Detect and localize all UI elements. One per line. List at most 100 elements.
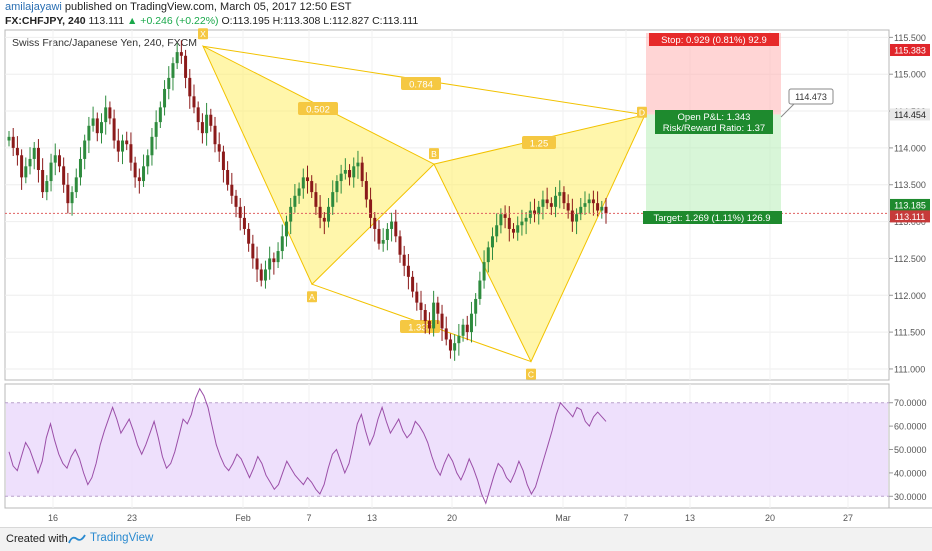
candle-body (163, 88, 167, 108)
rsi-tick-label: 50.0000 (894, 445, 927, 455)
candle-body (230, 184, 234, 196)
price-tick-label: 112.500 (894, 254, 926, 264)
candle-body (276, 251, 280, 263)
publish-text: published on TradingView.com, March 05, … (64, 1, 352, 13)
candle-body (104, 107, 108, 123)
candle-body (78, 158, 82, 178)
candle-body (116, 140, 120, 152)
candle-body (512, 228, 516, 233)
candle-body (280, 236, 284, 252)
candle-body (583, 203, 587, 207)
pattern-point-bg (307, 291, 317, 303)
price-tick-label: 111.000 (894, 364, 925, 374)
price-tick-label: 114.000 (894, 143, 926, 153)
candle-body (247, 228, 251, 244)
price-tick-label: 115.000 (894, 70, 926, 80)
stop-price-tag: 115.383 (894, 45, 926, 55)
candle-body (36, 147, 40, 170)
candle-body (95, 118, 99, 134)
candle-body (478, 280, 482, 299)
harmonic-pattern: 0.502 0.784 1.25 1.337 X A B C D (198, 28, 647, 380)
candle-body (196, 107, 200, 123)
tradingview-brand[interactable]: TradingView (90, 532, 154, 544)
pattern-point-b: B (431, 149, 437, 159)
candle-body (591, 199, 595, 204)
time-tick-label: 16 (48, 513, 58, 523)
candle-body (490, 236, 494, 248)
pattern-point-bg (429, 148, 439, 160)
candle-body (184, 55, 188, 78)
tradingview-logo-icon (68, 534, 86, 544)
candle-body (133, 162, 137, 178)
time-tick-label: 13 (685, 513, 695, 523)
candle-body (411, 276, 415, 292)
time-tick-label: 20 (447, 513, 457, 523)
candle-body (516, 225, 520, 233)
stop-label-bg (649, 33, 779, 46)
candle-body (343, 170, 347, 174)
ohlc-values: O:113.195 H:113.308 L:112.827 C:113.111 (221, 15, 419, 27)
target-price-tag-bg (890, 198, 930, 211)
price-tick-label: 111.500 (894, 328, 925, 338)
candle-body (205, 114, 209, 134)
target-price-tag: 113.185 (894, 200, 926, 210)
candle-body (293, 195, 297, 207)
candle-body (234, 195, 238, 207)
candle-body (259, 269, 263, 281)
candle-body (533, 210, 537, 215)
candle-body (213, 125, 217, 145)
candle-body (394, 221, 398, 237)
pattern-point-bg (637, 106, 647, 118)
candle-body (432, 302, 436, 329)
time-tick-label: 7 (623, 513, 628, 523)
candle-body (503, 214, 507, 218)
stop-price-tag-bg (890, 43, 930, 56)
price-tick-label: 115.500 (894, 33, 926, 43)
pattern-point-d: D (639, 108, 645, 118)
time-tick-label: Mar (555, 513, 571, 523)
entry-price-tag-bg (890, 108, 930, 121)
candle-body (499, 214, 503, 226)
candle-body (268, 258, 272, 270)
candle-body (7, 136, 11, 141)
position-zones (646, 33, 781, 216)
candle-body (495, 225, 499, 237)
candle-body (554, 195, 558, 207)
price-change: ▲ +0.246 (+0.22%) (127, 15, 219, 27)
candle-body (369, 199, 373, 218)
candle-body (66, 184, 70, 204)
candle-body (255, 258, 259, 270)
rsi-line (8, 387, 607, 505)
rsi-tick-label: 60.0000 (894, 422, 927, 432)
candle-body (11, 136, 15, 148)
candle-body (154, 122, 158, 137)
candle-body (284, 221, 288, 237)
candle-body (537, 206, 541, 215)
candle-body (24, 166, 28, 178)
candle-body (83, 140, 87, 159)
price-chart[interactable]: Swiss Franc/Japanese Yen, 240, FXCM 0.50… (0, 0, 932, 527)
ratio-bd-label: 1.25 (530, 139, 549, 150)
candle-body (129, 144, 133, 163)
candle-body (272, 258, 276, 263)
candle-body (415, 291, 419, 303)
entry-price-tag: 114.454 (894, 110, 926, 120)
author-link[interactable]: amilajayawi (5, 1, 62, 13)
candle-body (297, 188, 301, 196)
candle-body (335, 181, 339, 193)
candle-body (528, 210, 532, 218)
candle-body (469, 313, 473, 333)
time-tick-label: Feb (235, 513, 251, 523)
candle-body (251, 243, 255, 259)
callout-box (788, 88, 834, 105)
publish-line: amilajayawi published on TradingView.com… (5, 1, 352, 13)
candle-body (175, 52, 179, 64)
stop-zone (646, 33, 781, 115)
candle-body (171, 63, 175, 78)
symbol-line: FX:CHFJPY, 240 113.111 ▲ +0.246 (+0.22%)… (5, 15, 418, 27)
candle-body (306, 177, 309, 182)
candle-body (596, 203, 600, 211)
pattern-point-bg (526, 368, 536, 380)
candle-body (436, 302, 440, 314)
candle-body (125, 140, 129, 145)
